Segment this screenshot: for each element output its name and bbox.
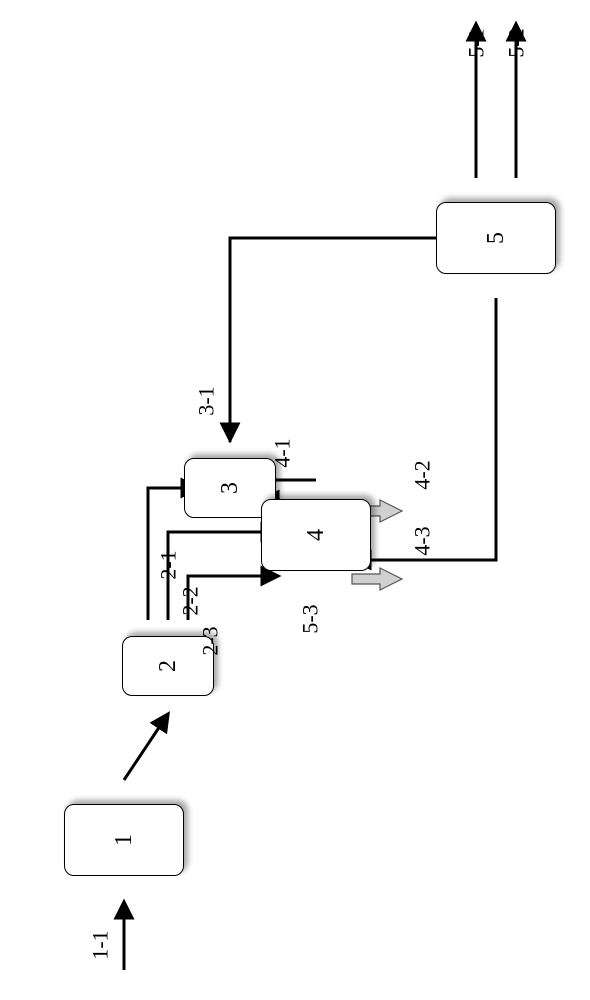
label-4-1: 4-1 xyxy=(270,438,296,467)
node-1: 1 xyxy=(64,804,184,876)
edge-5-3 xyxy=(354,298,496,560)
edge-3-5-v xyxy=(230,238,458,442)
label-5-2: 5-2 xyxy=(504,28,530,57)
node-1-label: 1 xyxy=(111,834,138,846)
edge-4-3-block xyxy=(352,568,402,590)
label-4-3: 4-3 xyxy=(410,526,436,555)
node-2-label: 2 xyxy=(155,660,182,672)
edge-1-to-2 xyxy=(124,714,168,780)
label-4-2: 4-2 xyxy=(410,460,436,489)
label-3-1: 3-1 xyxy=(194,386,220,415)
label-2-1: 2-1 xyxy=(156,550,182,579)
node-4: 4 xyxy=(261,499,371,571)
label-5-1: 5-1 xyxy=(464,28,490,57)
node-4-label: 4 xyxy=(303,529,330,541)
node-5-label: 5 xyxy=(483,232,510,244)
label-5-3: 5-3 xyxy=(298,604,324,633)
label-2-3: 2-3 xyxy=(198,626,224,655)
node-3-label: 3 xyxy=(217,482,244,494)
node-5: 5 xyxy=(436,202,556,274)
diagram-canvas: 1 2 3 4 5 1-1 2-1 2-2 2-3 3-1 4-1 4-2 4-… xyxy=(0,0,590,1000)
label-1-1: 1-1 xyxy=(88,930,114,959)
label-2-2: 2-2 xyxy=(178,586,204,615)
